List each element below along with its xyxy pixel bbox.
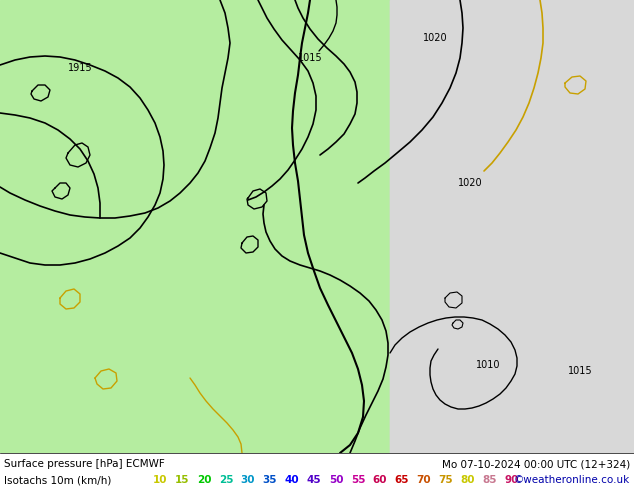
Bar — [390, 0, 634, 453]
Text: 60: 60 — [373, 475, 387, 485]
Text: 55: 55 — [351, 475, 365, 485]
Text: Surface pressure [hPa] ECMWF: Surface pressure [hPa] ECMWF — [4, 459, 165, 469]
Text: 40: 40 — [285, 475, 299, 485]
Text: 10: 10 — [153, 475, 167, 485]
Text: 80: 80 — [461, 475, 476, 485]
Text: 35: 35 — [262, 475, 277, 485]
Text: Isotachs 10m (km/h): Isotachs 10m (km/h) — [4, 475, 118, 485]
Text: 50: 50 — [329, 475, 343, 485]
Bar — [0, 0, 390, 453]
Bar — [390, 0, 634, 453]
Text: 1020: 1020 — [423, 33, 448, 43]
Text: 30: 30 — [241, 475, 256, 485]
Text: 70: 70 — [417, 475, 431, 485]
Text: 75: 75 — [439, 475, 453, 485]
Text: Mo 07-10-2024 00:00 UTC (12+324): Mo 07-10-2024 00:00 UTC (12+324) — [442, 459, 630, 469]
Text: 1020: 1020 — [458, 178, 482, 188]
Text: 20: 20 — [197, 475, 211, 485]
Text: ©weatheronline.co.uk: ©weatheronline.co.uk — [514, 475, 630, 485]
Text: 1915: 1915 — [68, 63, 93, 73]
Text: 15: 15 — [175, 475, 190, 485]
Text: 45: 45 — [307, 475, 321, 485]
Text: 25: 25 — [219, 475, 233, 485]
Text: 85: 85 — [482, 475, 497, 485]
Text: 1015: 1015 — [567, 366, 592, 376]
Text: 90: 90 — [505, 475, 519, 485]
Text: 65: 65 — [395, 475, 410, 485]
Text: 1015: 1015 — [298, 53, 322, 63]
Text: 1010: 1010 — [476, 360, 500, 370]
